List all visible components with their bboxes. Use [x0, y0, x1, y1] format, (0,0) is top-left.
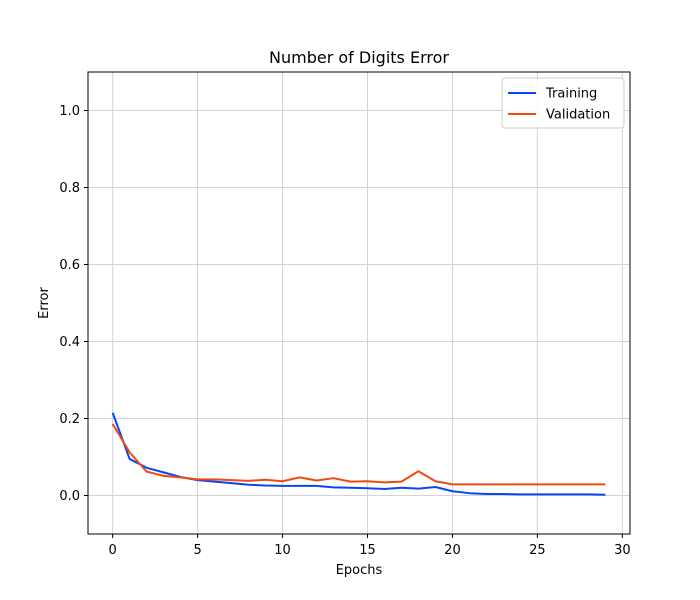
legend-label-training: Training	[545, 87, 597, 102]
legend: Training Validation	[501, 77, 625, 129]
series-line-validation	[111, 423, 606, 486]
y-tick-label: 0.0	[59, 489, 80, 504]
series-lines	[111, 412, 606, 496]
chart-title: Number of Digits Error	[269, 48, 449, 67]
y-axis-ticks: 0.0 0.2 0.4 0.6 0.8 1.0	[59, 104, 88, 504]
y-tick-label: 0.2	[59, 412, 80, 427]
y-tick-label: 0.6	[59, 258, 80, 273]
legend-label-validation: Validation	[546, 108, 610, 123]
y-tick-label: 0.8	[59, 181, 80, 196]
x-tick-label: 15	[359, 543, 376, 558]
legend-box	[501, 77, 625, 129]
plot-area-frame	[87, 71, 631, 535]
x-tick-label: 20	[444, 543, 461, 558]
x-tick-label: 0	[108, 543, 116, 558]
x-tick-label: 30	[614, 543, 631, 558]
x-axis-ticks: 0 5 10 15 20 25 30	[108, 534, 631, 558]
x-tick-label: 25	[529, 543, 546, 558]
x-axis-label: Epochs	[336, 563, 383, 578]
grid-lines	[88, 72, 630, 534]
y-tick-label: 1.0	[59, 104, 80, 119]
y-axis-label: Error	[37, 287, 52, 319]
x-tick-label: 5	[193, 543, 201, 558]
y-tick-label: 0.4	[59, 335, 80, 350]
x-tick-label: 10	[274, 543, 291, 558]
